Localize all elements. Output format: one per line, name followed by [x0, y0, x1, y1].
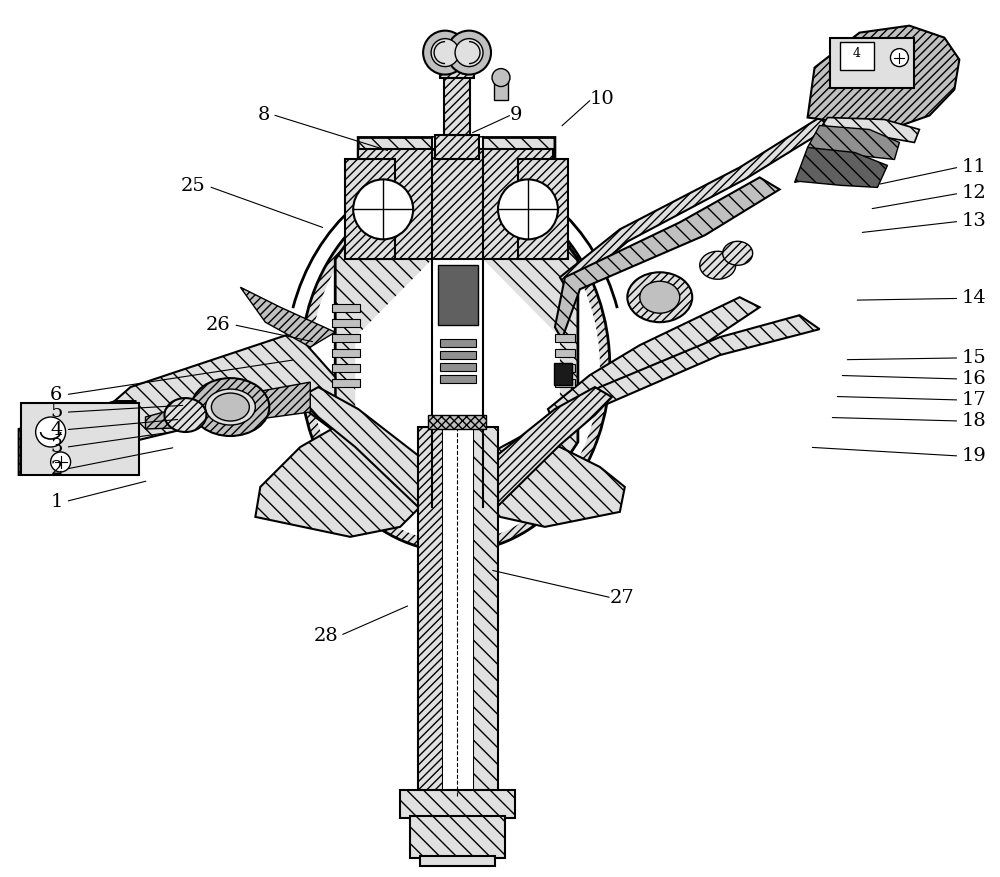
Bar: [440, 339, 476, 347]
Bar: [438, 265, 478, 325]
Text: 27: 27: [610, 588, 635, 607]
Polygon shape: [145, 382, 310, 429]
Bar: [840, 41, 874, 69]
Text: 16: 16: [961, 370, 986, 388]
Text: 13: 13: [961, 212, 986, 231]
Text: 26: 26: [206, 316, 230, 333]
Text: 10: 10: [590, 89, 615, 108]
Bar: [440, 351, 476, 359]
Polygon shape: [820, 118, 919, 142]
Text: 9: 9: [510, 105, 522, 124]
Polygon shape: [483, 387, 612, 796]
Bar: [555, 334, 575, 342]
Ellipse shape: [627, 272, 692, 322]
Text: 17: 17: [961, 391, 986, 409]
Bar: [830, 38, 914, 88]
Polygon shape: [795, 147, 887, 188]
Text: 6: 6: [50, 386, 63, 403]
FancyBboxPatch shape: [428, 415, 486, 429]
Polygon shape: [300, 387, 432, 796]
Text: 2: 2: [50, 460, 63, 478]
Ellipse shape: [191, 378, 269, 436]
Text: 12: 12: [961, 184, 986, 203]
Bar: [21, 403, 139, 475]
Text: 15: 15: [961, 349, 986, 367]
Polygon shape: [255, 427, 420, 537]
Bar: [440, 363, 476, 371]
Text: 5: 5: [50, 403, 63, 421]
Text: 14: 14: [961, 289, 986, 308]
Polygon shape: [808, 25, 959, 130]
Bar: [420, 856, 495, 866]
Bar: [332, 334, 360, 342]
Circle shape: [353, 180, 413, 239]
Circle shape: [455, 39, 483, 67]
Bar: [440, 375, 476, 383]
Polygon shape: [240, 288, 335, 347]
FancyBboxPatch shape: [435, 135, 479, 160]
Bar: [555, 349, 575, 357]
Polygon shape: [335, 138, 578, 507]
Ellipse shape: [640, 282, 680, 313]
Ellipse shape: [310, 192, 600, 542]
Circle shape: [498, 180, 558, 239]
Circle shape: [36, 417, 66, 447]
Bar: [332, 304, 360, 312]
Circle shape: [890, 48, 908, 67]
Bar: [555, 379, 575, 387]
Text: 11: 11: [961, 158, 986, 176]
Bar: [332, 319, 360, 327]
Bar: [332, 364, 360, 372]
Polygon shape: [355, 138, 560, 457]
Ellipse shape: [164, 398, 206, 432]
Text: 25: 25: [181, 177, 205, 196]
Bar: [473, 427, 498, 796]
Polygon shape: [91, 332, 335, 442]
Bar: [410, 816, 505, 859]
Bar: [554, 363, 572, 385]
FancyBboxPatch shape: [518, 160, 568, 260]
Text: 4: 4: [50, 421, 63, 438]
Polygon shape: [808, 125, 899, 160]
Circle shape: [431, 39, 459, 67]
Circle shape: [492, 68, 510, 87]
Text: 19: 19: [961, 447, 986, 465]
Text: 4: 4: [853, 47, 861, 61]
Text: 3: 3: [50, 438, 63, 456]
Polygon shape: [560, 118, 830, 291]
Polygon shape: [548, 297, 760, 427]
Circle shape: [447, 31, 491, 75]
Text: 1: 1: [50, 493, 63, 510]
Ellipse shape: [700, 252, 736, 279]
Bar: [418, 427, 443, 796]
Bar: [332, 349, 360, 357]
Polygon shape: [19, 401, 139, 475]
Ellipse shape: [205, 389, 255, 425]
Circle shape: [51, 452, 71, 472]
Bar: [443, 427, 473, 796]
Bar: [444, 66, 470, 135]
Bar: [332, 379, 360, 387]
Bar: [400, 790, 515, 818]
Circle shape: [423, 31, 467, 75]
Bar: [440, 53, 474, 77]
Bar: [494, 77, 508, 99]
Polygon shape: [483, 437, 625, 527]
Text: 8: 8: [258, 105, 270, 124]
Ellipse shape: [723, 241, 753, 265]
FancyBboxPatch shape: [345, 160, 395, 260]
Polygon shape: [555, 177, 780, 339]
Ellipse shape: [300, 182, 610, 552]
Polygon shape: [555, 315, 820, 447]
Ellipse shape: [211, 393, 249, 421]
Bar: [555, 364, 575, 372]
Text: 18: 18: [961, 412, 986, 430]
Bar: [358, 149, 553, 260]
Text: 28: 28: [313, 626, 338, 645]
